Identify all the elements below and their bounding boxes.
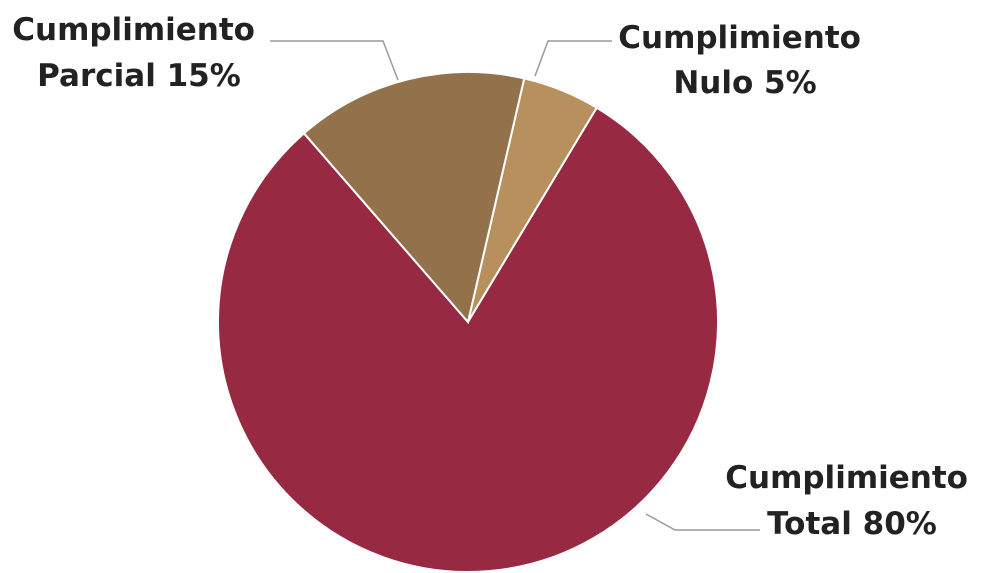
slice-label-nulo: Cumplimiento Nulo 5%: [618, 20, 872, 101]
leader-line-nulo: [534, 40, 612, 77]
leader-line-total: [645, 513, 760, 531]
pie-slices: [217, 71, 719, 573]
slice-label-parcial: Cumplimiento Parcial 15%: [12, 12, 266, 94]
slice-total: [217, 106, 719, 573]
leader-line-parcial: [270, 40, 399, 81]
slice-parcial: [302, 71, 526, 325]
slice-label-total: Cumplimiento Total 80%: [725, 460, 979, 542]
